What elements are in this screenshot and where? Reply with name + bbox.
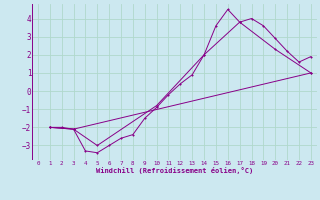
X-axis label: Windchill (Refroidissement éolien,°C): Windchill (Refroidissement éolien,°C) [96, 167, 253, 174]
